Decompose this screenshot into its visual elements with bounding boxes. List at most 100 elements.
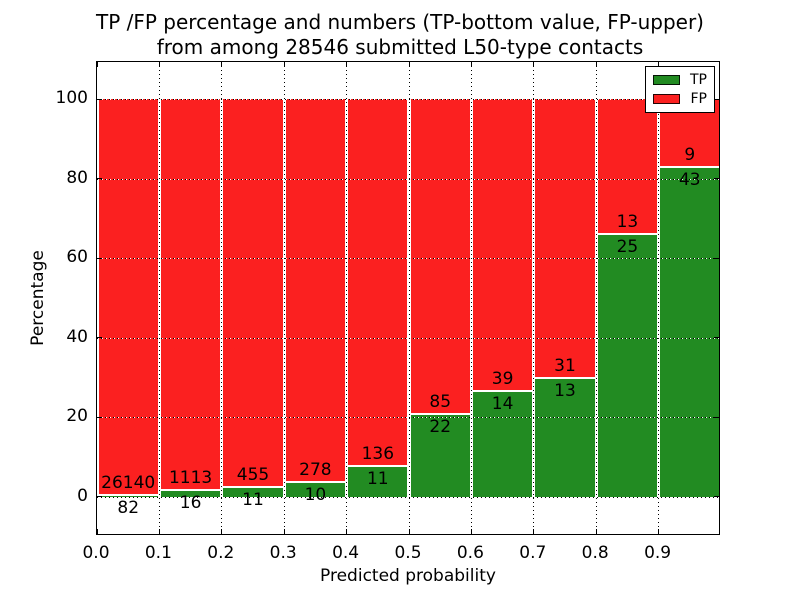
x-tick-mark-top	[595, 62, 597, 67]
x-tick-label: 0.8	[581, 543, 609, 563]
gridline-vertical	[595, 62, 597, 534]
bar-fp-segment	[597, 99, 658, 234]
gridline-horizontal	[97, 99, 719, 100]
fp-count-label: 9	[684, 144, 696, 165]
fp-count-label: 39	[491, 368, 514, 389]
y-tick-label: 40	[66, 326, 88, 347]
chart-title: TP /FP percentage and numbers (TP-bottom…	[0, 10, 800, 60]
y-tick-mark-right	[714, 337, 719, 339]
x-tick-mark-top	[96, 62, 98, 67]
y-tick-mark-right	[714, 257, 719, 259]
x-tick-mark-top	[221, 62, 223, 67]
bar-tp-segment	[98, 495, 158, 497]
chart-title-line2: from among 28546 submitted L50-type cont…	[156, 35, 644, 59]
bar-fp-segment	[223, 99, 283, 486]
x-tick-mark-top	[283, 62, 285, 67]
fp-count-label: 85	[429, 392, 452, 413]
x-tick-mark	[595, 529, 597, 534]
x-tick-label: 0.3	[269, 543, 297, 563]
x-tick-mark	[533, 529, 535, 534]
tp-count-label: 10	[304, 485, 327, 506]
gridline-vertical	[158, 62, 160, 534]
bar-tp-segment	[660, 167, 720, 497]
legend-swatch-tp	[653, 75, 680, 86]
x-tick-label: 0.2	[207, 543, 235, 563]
x-tick-mark	[283, 529, 285, 534]
legend-label-fp: FP	[690, 90, 708, 107]
y-tick-mark	[97, 337, 102, 339]
x-tick-mark-top	[533, 62, 535, 67]
y-tick-mark	[97, 178, 102, 180]
fp-count-label: 136	[361, 444, 395, 465]
x-tick-mark	[96, 529, 98, 534]
y-tick-label: 0	[77, 485, 88, 506]
bar-tp-segment	[160, 491, 221, 497]
bar-tp-segment	[285, 483, 346, 497]
x-tick-mark	[470, 529, 472, 534]
bar-tp-segment	[535, 379, 595, 497]
tp-count-label: 82	[117, 497, 140, 518]
legend-label-tp: TP	[690, 72, 707, 89]
x-tick-mark-top	[346, 62, 348, 67]
x-tick-mark	[658, 529, 660, 534]
y-tick-mark	[97, 257, 102, 259]
x-tick-mark	[408, 529, 410, 534]
fp-count-label: 455	[236, 464, 270, 485]
x-tick-label: 0.1	[144, 543, 172, 563]
bar-fp-segment	[472, 99, 533, 390]
gridline-vertical	[221, 62, 223, 534]
gridline-vertical	[283, 62, 285, 534]
gridline-horizontal	[97, 496, 719, 498]
bar-fp-segment	[98, 99, 158, 494]
gridline-vertical	[533, 62, 535, 534]
gridline-horizontal	[97, 337, 719, 339]
legend-entry-fp: FP	[653, 91, 707, 107]
tp-count-label: 14	[491, 393, 514, 414]
gridline-vertical	[408, 62, 410, 534]
tp-count-label: 25	[616, 237, 639, 258]
x-tick-mark	[346, 529, 348, 534]
tp-count-label: 22	[429, 417, 452, 438]
y-tick-mark	[97, 496, 102, 498]
y-tick-mark	[97, 416, 102, 418]
gridline-horizontal	[97, 258, 719, 260]
fp-count-label: 31	[554, 356, 576, 377]
plot-area: 26140 82 1113 16 455 11 278 10 136 11 85 22 39 14 31 13…	[96, 61, 720, 535]
gridline-vertical	[346, 62, 348, 534]
fp-count-label: 13	[616, 212, 639, 233]
x-tick-mark-top	[470, 62, 472, 67]
tp-count-label: 11	[242, 489, 264, 510]
gridline-vertical	[658, 62, 660, 534]
bar-tp-segment	[410, 415, 470, 497]
legend-entry-tp: TP	[653, 72, 707, 88]
legend-swatch-fp	[653, 93, 680, 104]
y-tick-label: 100	[55, 88, 88, 108]
x-tick-mark	[221, 529, 223, 534]
legend: TP FP	[645, 66, 715, 113]
x-tick-label: 0.0	[82, 543, 110, 563]
y-tick-mark	[97, 98, 102, 100]
tp-count-label: 11	[366, 469, 389, 490]
x-tick-label: 0.7	[519, 543, 547, 563]
bar-tp-segment	[597, 235, 658, 497]
y-tick-mark-right	[714, 496, 719, 498]
chart-title-line1: TP /FP percentage and numbers (TP-bottom…	[96, 10, 704, 34]
x-tick-mark-top	[658, 62, 660, 67]
bar-fp-segment	[535, 99, 595, 378]
x-tick-label: 0.6	[456, 543, 484, 563]
gridline-vertical	[470, 62, 472, 534]
x-tick-label: 0.9	[644, 543, 672, 563]
gridline-horizontal	[97, 417, 719, 419]
gridline-horizontal	[97, 178, 719, 180]
y-tick-mark-right	[714, 178, 719, 180]
tp-count-label: 43	[678, 169, 701, 190]
bar-fp-segment	[348, 99, 408, 466]
bar-tp-segment	[223, 487, 283, 497]
x-tick-mark-top	[158, 62, 160, 67]
x-tick-mark	[158, 529, 160, 534]
x-tick-label: 0.4	[332, 543, 360, 563]
bar-fp-segment	[285, 99, 346, 482]
y-tick-mark-right	[714, 416, 719, 418]
x-tick-mark-top	[408, 62, 410, 67]
